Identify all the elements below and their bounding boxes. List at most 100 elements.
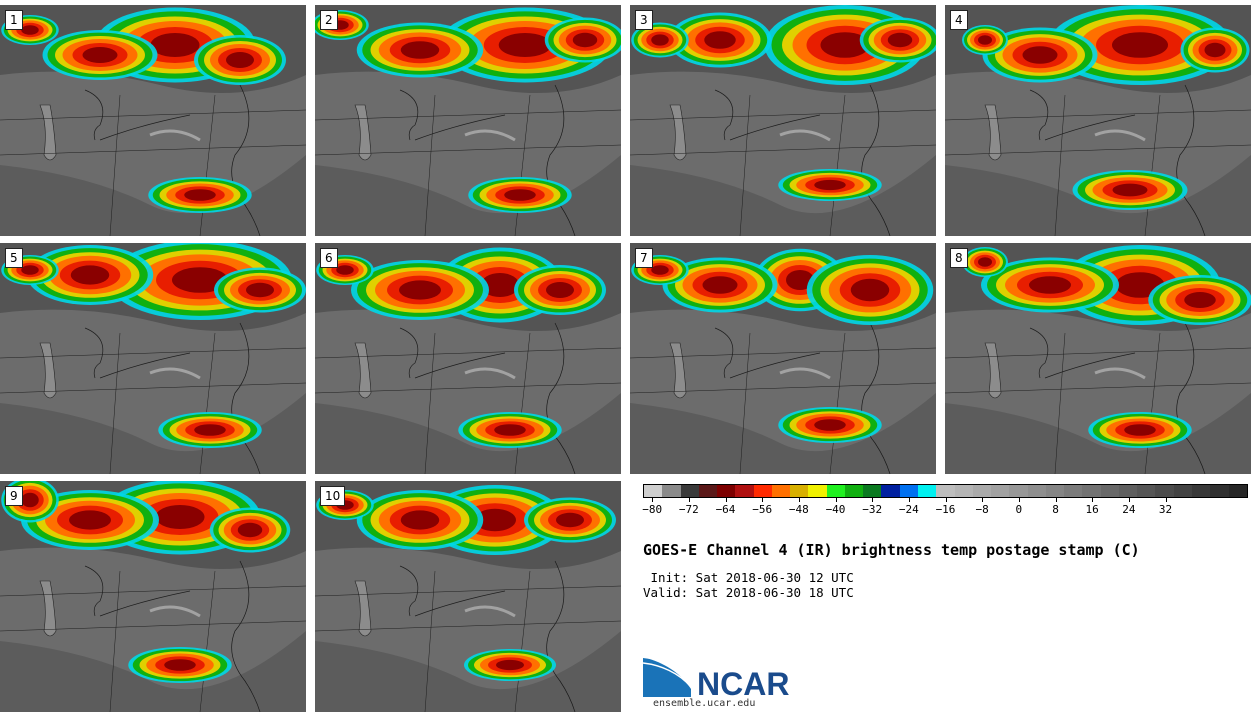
ir-map	[315, 5, 621, 236]
color-scale-segment	[1137, 485, 1156, 497]
panel-number: 3	[635, 10, 653, 30]
color-scale-segment	[917, 485, 937, 497]
color-scale-segment	[1210, 485, 1229, 497]
satellite-panel: 2	[315, 5, 621, 236]
color-scale-tick-mark	[1055, 498, 1057, 502]
color-scale-tick-mark	[982, 498, 984, 502]
panel-number: 7	[635, 248, 653, 268]
color-scale-tick-mark	[835, 498, 837, 502]
satellite-panel: 7	[630, 243, 936, 474]
color-scale-segment	[1082, 485, 1101, 497]
panel-number: 5	[5, 248, 23, 268]
color-scale-tick-mark	[798, 498, 800, 502]
ir-map	[945, 5, 1251, 236]
color-scale-tick-label: 16	[1085, 503, 1099, 516]
color-scale-tick-mark	[762, 498, 764, 502]
color-scale-tick-label: −24	[898, 503, 919, 516]
panel-number: 1	[5, 10, 23, 30]
color-scale-tick-mark	[688, 498, 690, 502]
figure-title: GOES-E Channel 4 (IR) brightness temp po…	[643, 541, 1140, 559]
color-scale-segment	[1045, 485, 1065, 497]
color-scale-segment	[1191, 485, 1211, 497]
ncar-logo: NCAR	[643, 656, 789, 700]
color-scale-segment	[717, 485, 736, 497]
color-scale-segment	[1155, 485, 1174, 497]
color-scale-ticks: −80 −72 −64 −56 −48 −40 −32 −24 −16 −8 0 8 16 24 32	[642, 498, 1248, 517]
color-scale-segment	[1064, 485, 1083, 497]
color-scale-tick-label: −56	[752, 503, 773, 516]
panel-number: 8	[950, 248, 968, 268]
init-time: Init: Sat 2018-06-30 12 UTC	[643, 570, 854, 585]
color-scale-segment	[735, 485, 754, 497]
color-scale-tick-label: 8	[1052, 503, 1059, 516]
satellite-panel: 8	[945, 243, 1251, 474]
satellite-panel: 10	[315, 481, 621, 712]
satellite-panel: 1	[0, 5, 306, 236]
color-scale-tick-label: −40	[825, 503, 846, 516]
color-scale-segment	[680, 485, 699, 497]
ir-map	[630, 5, 936, 236]
color-scale-segment	[826, 485, 845, 497]
color-scale-segment	[1228, 485, 1247, 497]
color-scale-segment	[771, 485, 791, 497]
color-scale-tick-label: −64	[715, 503, 736, 516]
color-scale-tick-mark	[945, 498, 947, 502]
color-scale-segment	[972, 485, 992, 497]
color-scale-segment	[662, 485, 681, 497]
ir-map	[0, 243, 306, 474]
valid-time: Valid: Sat 2018-06-30 18 UTC	[643, 585, 854, 600]
color-scale-segment	[1009, 485, 1028, 497]
color-scale-segment	[936, 485, 955, 497]
color-scale-segment	[644, 485, 663, 497]
panel-number: 2	[320, 10, 338, 30]
color-scale-tick-mark	[1018, 498, 1020, 502]
color-scale-segment	[881, 485, 900, 497]
ir-map	[945, 243, 1251, 474]
color-scale-segment	[954, 485, 973, 497]
panel-number: 10	[320, 486, 346, 506]
color-scale-segment	[808, 485, 827, 497]
color-scale-tick-mark	[725, 498, 727, 502]
satellite-panel: 4	[945, 5, 1251, 236]
color-scale-tick-label: −8	[975, 503, 989, 516]
panel-number: 6	[320, 248, 338, 268]
satellite-panel: 6	[315, 243, 621, 474]
satellite-panel: 9	[0, 481, 306, 712]
ir-map	[315, 243, 621, 474]
color-scale-segment	[1173, 485, 1192, 497]
color-scale-bar	[643, 484, 1248, 498]
color-scale-segment	[753, 485, 772, 497]
ir-map	[0, 5, 306, 236]
ir-map	[630, 243, 936, 474]
color-scale-tick-label: 32	[1158, 503, 1173, 516]
color-scale-segment	[991, 485, 1010, 497]
color-scale-segment	[899, 485, 918, 497]
satellite-panel: 3	[630, 5, 936, 236]
website-url: ensemble.ucar.edu	[653, 698, 756, 709]
color-scale-segment	[1118, 485, 1138, 497]
color-scale-tick-mark	[1165, 498, 1167, 502]
color-scale-segment	[698, 485, 718, 497]
logo-text: NCAR	[697, 666, 789, 700]
color-scale-tick-label: 24	[1122, 503, 1136, 516]
color-scale-segment	[790, 485, 809, 497]
color-scale-tick-label: −72	[678, 503, 699, 516]
color-scale-segment	[1027, 485, 1046, 497]
color-scale-tick-mark	[1128, 498, 1130, 502]
satellite-panel: 5	[0, 243, 306, 474]
color-scale-tick-label: 0	[1015, 503, 1023, 516]
color-scale-tick-mark	[652, 498, 654, 502]
color-scale-segment	[844, 485, 864, 497]
color-scale-segment	[1100, 485, 1119, 497]
color-scale-segment	[863, 485, 882, 497]
color-scale-tick-mark	[1092, 498, 1094, 502]
panel-number: 4	[950, 10, 968, 30]
color-scale-tick-label: −48	[788, 503, 809, 516]
ir-map	[315, 481, 621, 712]
color-scale-tick-label: −80	[642, 503, 663, 516]
color-scale-tick-mark	[908, 498, 910, 502]
color-scale-tick-label: −32	[862, 503, 883, 516]
color-scale-tick-mark	[872, 498, 874, 502]
ir-map	[0, 481, 306, 712]
panel-number: 9	[5, 486, 23, 506]
